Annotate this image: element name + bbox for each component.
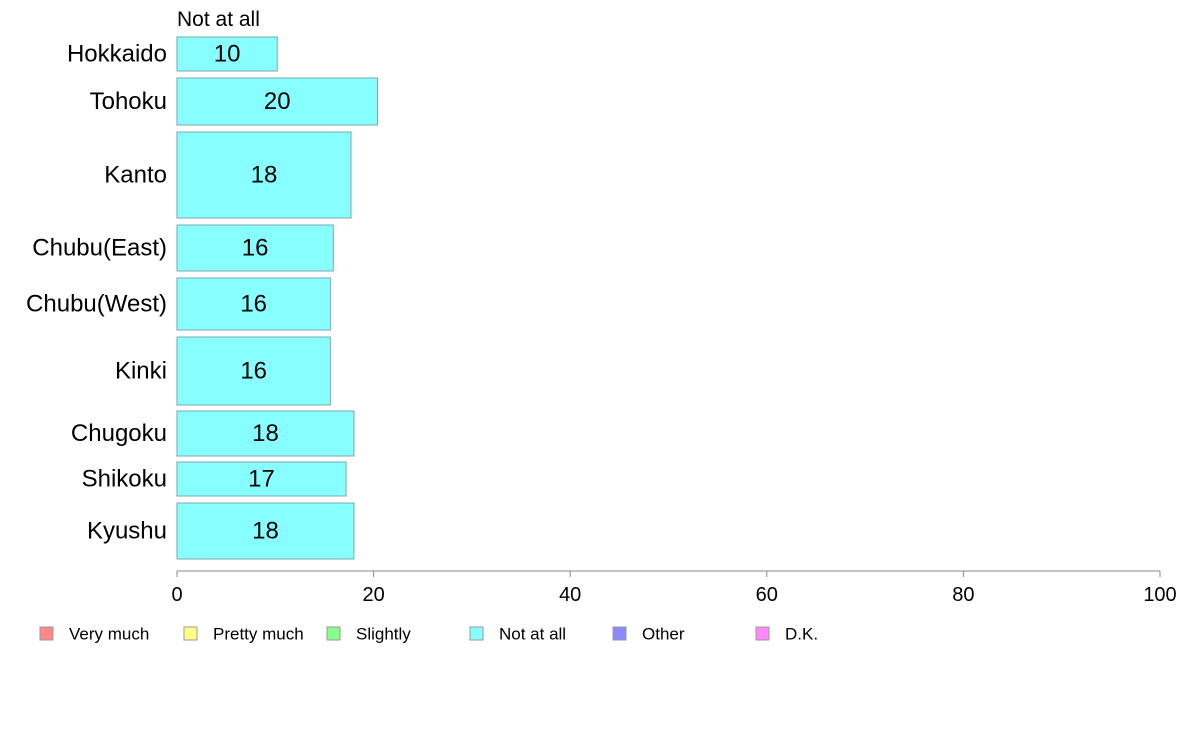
legend-swatch-very-much [39, 626, 54, 641]
bar-chugoku [176, 410, 355, 457]
data-label-kanto: 18 [251, 162, 278, 189]
data-label-kyushu: 18 [252, 518, 279, 545]
bar-kinki [176, 336, 331, 406]
legend-label-slightly: Slightly [356, 625, 411, 644]
bar-chubu-east [176, 224, 334, 272]
x-tick-label-80: 80 [952, 584, 974, 606]
legend-swatch-other [612, 626, 627, 641]
category-label-kinki: Kinki [115, 358, 167, 385]
category-label-chugoku: Chugoku [71, 420, 167, 447]
legend-label-not-at-all: Not at all [499, 625, 566, 644]
legend-swatch-slightly [326, 626, 341, 641]
data-label-chugoku: 18 [252, 420, 279, 447]
bar-kyushu [176, 502, 355, 560]
data-label-shikoku: 17 [248, 466, 275, 493]
legend-label-other: Other [642, 625, 685, 644]
x-tick-label-60: 60 [756, 584, 778, 606]
category-label-kyushu: Kyushu [87, 518, 167, 545]
data-label-tohoku: 20 [264, 88, 291, 115]
category-label-hokkaido: Hokkaido [67, 41, 167, 68]
x-tick-label-40: 40 [559, 584, 581, 606]
category-label-tohoku: Tohoku [90, 88, 167, 115]
category-label-chubu-east: Chubu(East) [32, 235, 167, 262]
x-tick-label-20: 20 [362, 584, 384, 606]
data-label-hokkaido: 10 [214, 41, 241, 68]
data-label-chubu-east: 16 [242, 235, 269, 262]
legend-swatch-not-at-all [469, 626, 484, 641]
x-tick-label-100: 100 [1143, 584, 1176, 606]
bar-hokkaido [176, 36, 278, 72]
legend-swatch-pretty-much [183, 626, 198, 641]
category-label-chubu-west: Chubu(West) [26, 291, 167, 318]
category-label-kanto: Kanto [104, 162, 167, 189]
data-label-chubu-west: 16 [240, 291, 267, 318]
x-axis: 0 20 40 60 80 100 [171, 570, 1177, 606]
data-label-kinki: 16 [240, 358, 267, 385]
x-tick-label-0: 0 [171, 584, 182, 606]
legend-label-pretty-much: Pretty much [213, 625, 304, 644]
series-title: Not at all [177, 8, 260, 31]
bar-tohoku [176, 77, 379, 126]
bars-layer: Hokkaido 10 Tohoku 20 Kanto 18 Chubu(East) 16 Ch… [26, 36, 379, 560]
bar-kanto [176, 131, 352, 219]
legend-label-d-k: D.K. [785, 625, 818, 644]
bar-chubu-west [176, 277, 331, 331]
legend-label-very-much: Very much [69, 625, 149, 644]
bar-shikoku [176, 461, 347, 497]
category-label-shikoku: Shikoku [82, 466, 167, 493]
legend: Very much Pretty much Slightly Not at all Ot… [39, 625, 818, 644]
legend-swatch-d-k [755, 626, 770, 641]
